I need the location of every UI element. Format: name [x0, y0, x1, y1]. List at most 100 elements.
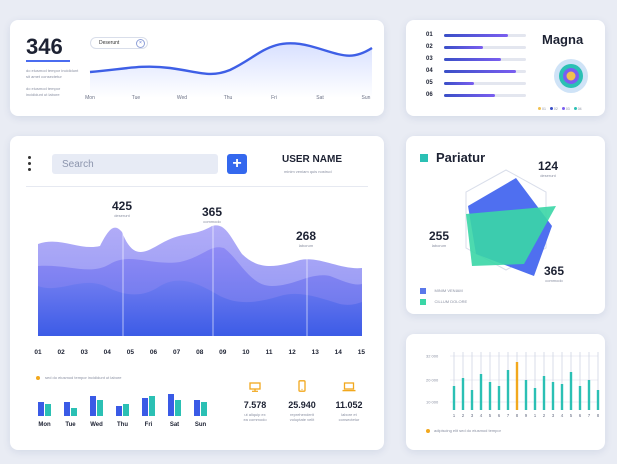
day-label: Sun — [362, 95, 371, 101]
radar-label: laborum — [432, 243, 447, 248]
legend-swatch — [420, 287, 426, 294]
kebab-menu-icon[interactable] — [28, 156, 32, 174]
magna-row-label: 01 — [426, 32, 433, 38]
trend-card: 346 do eiusmod tempor incididunt sit ame… — [10, 20, 384, 116]
weekday-label: Sat — [170, 422, 179, 428]
x-axis-label: 4 — [561, 413, 564, 418]
legend-label: MINIM VENIAM — [434, 288, 463, 294]
x-axis-label: 03 — [81, 349, 89, 356]
x-axis-label: 6 — [579, 413, 582, 418]
weekday-label: Wed — [90, 422, 103, 428]
x-axis-label: 11 — [266, 349, 273, 356]
trend-line — [89, 42, 373, 76]
day-label: Wed — [177, 95, 187, 101]
x-axis-label: 8 — [597, 413, 600, 418]
legend-label: CILLUM DOLORE — [434, 299, 468, 305]
laptop-icon — [326, 379, 372, 392]
weekday-bar-secondary — [71, 408, 77, 416]
add-button[interactable]: + — [227, 154, 247, 174]
radar-label: deserunt — [540, 173, 556, 178]
x-axis-label: 3 — [552, 413, 555, 418]
magna-legend-label: 04 — [577, 107, 582, 111]
legend-dot — [426, 429, 430, 433]
magna-card: 01 02 03 04 05 06 Magna 01 02 03 04 — [406, 20, 605, 116]
stat-caption: ea commodo — [243, 417, 267, 422]
stat-caption: ut aliquip ex — [244, 412, 266, 417]
magna-row-track — [444, 34, 526, 37]
stat-block: 7.578 ut aliquip ex ea commodo — [232, 379, 278, 422]
data-bar — [578, 386, 582, 410]
magna-row-fill — [444, 94, 495, 97]
day-label: Sat — [316, 95, 324, 101]
weekday-label: Tue — [65, 422, 76, 428]
user-name: USER NAME — [282, 154, 343, 165]
stat-caption: voluptate velit — [289, 417, 315, 422]
period-chip-label: Deserunt — [99, 40, 120, 46]
desc-text: do eiusmod tempor incididunt — [26, 68, 79, 73]
legend-text: adipiscing elit sed do eiusmod tempor — [434, 428, 501, 433]
magna-legend-item: 01 — [538, 107, 546, 111]
search-input[interactable]: Search — [52, 154, 218, 174]
radar-label: commodo — [545, 278, 563, 283]
data-bar — [533, 388, 537, 410]
legend-text: sed do eiusmod tempor incididunt ut labo… — [45, 375, 122, 380]
data-bar — [551, 382, 555, 410]
magna-row-label: 05 — [426, 80, 433, 86]
x-axis-label: 3 — [471, 413, 474, 418]
main-dashboard-card: Search + USER NAME minim veniam quis nos… — [10, 136, 384, 450]
stat-block: 11.052 labore et consectetur — [326, 379, 372, 422]
legend-item: MINIM VENIAM — [420, 282, 463, 294]
magna-row-track — [444, 70, 526, 73]
day-label: Fri — [271, 95, 277, 101]
stat-value: 7.578 — [243, 400, 267, 410]
period-chip[interactable]: Deserunt × — [90, 37, 148, 49]
trend-line-chart: Mon Tue Wed Thu Fri Sat Sun — [85, 42, 373, 101]
radar-value: 365 — [544, 264, 564, 278]
weekday-bar-secondary — [175, 400, 181, 416]
weekday-label: Mon — [38, 422, 51, 428]
x-axis-label: 2 — [543, 413, 546, 418]
x-axis-label: 07 — [173, 349, 181, 356]
weekday-bar-secondary — [149, 396, 155, 416]
stat-caption: labore et — [341, 412, 357, 417]
chip-close-icon[interactable]: × — [136, 39, 145, 48]
data-bar — [569, 372, 573, 410]
x-axis-label: 13 — [312, 349, 320, 356]
legend-dot — [561, 107, 565, 110]
search-placeholder: Search — [62, 159, 94, 170]
data-bar — [497, 386, 501, 410]
magna-row-track — [444, 94, 526, 97]
magna-row-label: 03 — [426, 56, 433, 62]
weekday-label: Sun — [195, 422, 207, 428]
stat-value: 25.940 — [288, 400, 316, 410]
magna-legend-label: 03 — [565, 107, 570, 111]
big-number-underline — [26, 60, 70, 62]
stat-caption: reprehenderit — [290, 412, 314, 417]
peak-label: deserunt — [114, 213, 130, 218]
peak-value: 365 — [202, 205, 222, 219]
legend-dot — [36, 376, 40, 380]
data-bar — [461, 378, 465, 410]
weekday-bar-primary — [142, 398, 148, 416]
weekday-label: Thu — [117, 422, 128, 428]
weekday-bar-primary — [194, 400, 200, 416]
x-axis-label: 1 — [534, 413, 537, 418]
x-axis-label: 04 — [104, 349, 112, 356]
magna-legend-label: 02 — [553, 107, 558, 111]
radar-value: 124 — [538, 159, 558, 173]
peak-label: laborum — [299, 243, 314, 248]
x-axis-label: 6 — [498, 413, 501, 418]
x-axis-label: 5 — [489, 413, 492, 418]
radar-chart: 124 deserunt 255 laborum 365 commodo — [429, 159, 564, 283]
weekday-bar-primary — [90, 396, 96, 416]
x-axis-label: 8 — [516, 413, 519, 418]
user-subtitle: minim veniam quis nostrud — [284, 169, 332, 174]
weekday-bar-primary — [116, 406, 122, 416]
radar-series-cillum-dolore — [466, 206, 556, 266]
phone-icon — [279, 379, 325, 392]
magna-radial-icon — [554, 59, 588, 93]
weekday-bar-primary — [38, 402, 44, 416]
x-axis-label: 02 — [57, 349, 65, 356]
big-number: 346 — [26, 34, 63, 59]
magna-row-track — [444, 82, 526, 85]
